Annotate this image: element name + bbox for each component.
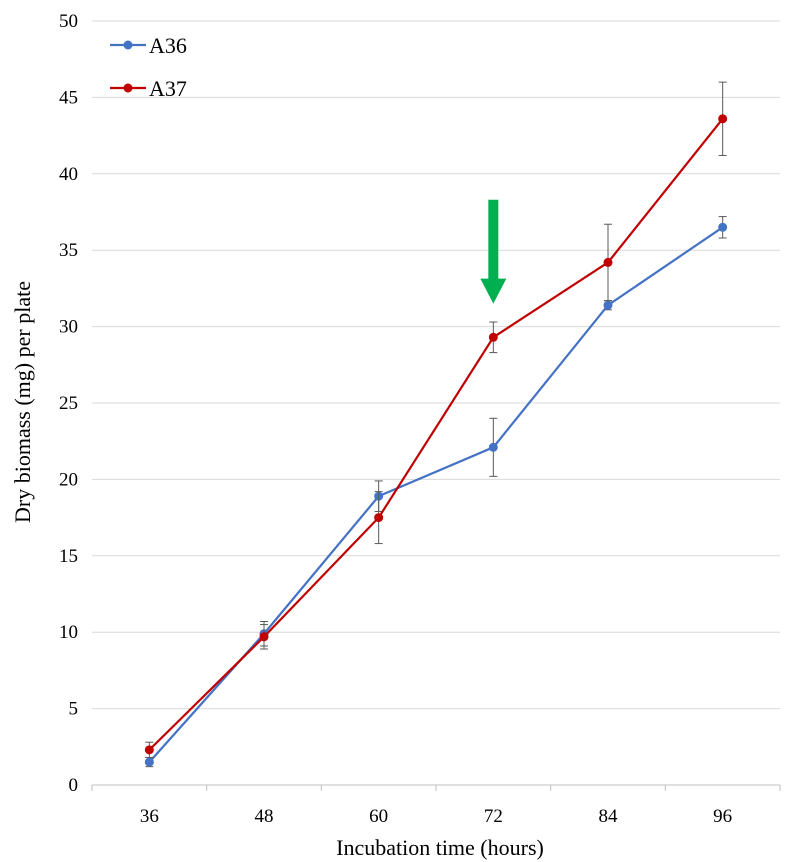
y-tick-label: 50 [59,11,78,32]
data-point [603,300,613,310]
gridlines [92,20,780,710]
y-tick-label: 40 [59,164,78,185]
series-a37 [144,81,728,758]
series-line [148,226,724,763]
x-tick-label: 48 [255,806,274,827]
legend-label: A37 [149,76,187,101]
x-axis-title: Incubation time (hours) [336,835,544,860]
y-tick-label: 25 [59,393,78,414]
y-axis-title: Dry biomass (mg) per plate [10,281,35,523]
data-point [718,114,728,124]
y-tick-label: 5 [69,699,79,720]
series-a36 [144,216,728,768]
data-point [144,745,154,755]
x-tick-label: 72 [484,806,503,827]
data-point [488,442,498,452]
data-point [488,332,498,342]
legend-label: A36 [149,33,187,58]
down-arrow-icon [480,199,507,304]
y-tick-label: 20 [59,469,78,490]
annotation-layer [480,199,507,304]
x-tick-label: 60 [369,806,388,827]
y-tick-label: 10 [59,622,78,643]
y-tick-label: 30 [59,317,78,338]
x-axis: 36 48 60 72 84 96 [91,784,781,827]
x-tick-label: 84 [599,806,619,827]
data-point [603,257,613,267]
legend-swatch-marker [123,83,133,93]
data-point [718,222,728,232]
data-point [374,513,384,523]
y-tick-label: 15 [59,546,78,567]
series-layer [144,81,728,768]
data-point [259,632,269,642]
series-line [148,118,724,751]
y-tick-label: 0 [69,775,79,796]
y-axis: 0 5 10 15 20 25 30 35 40 45 50 [59,11,78,796]
x-tick-label: 36 [140,806,159,827]
x-tick-label: 96 [713,806,732,827]
data-point [144,757,154,767]
y-tick-label: 35 [59,240,78,261]
legend: A36 A37 [110,33,187,101]
y-tick-label: 45 [59,87,78,108]
legend-swatch-marker [123,40,133,50]
